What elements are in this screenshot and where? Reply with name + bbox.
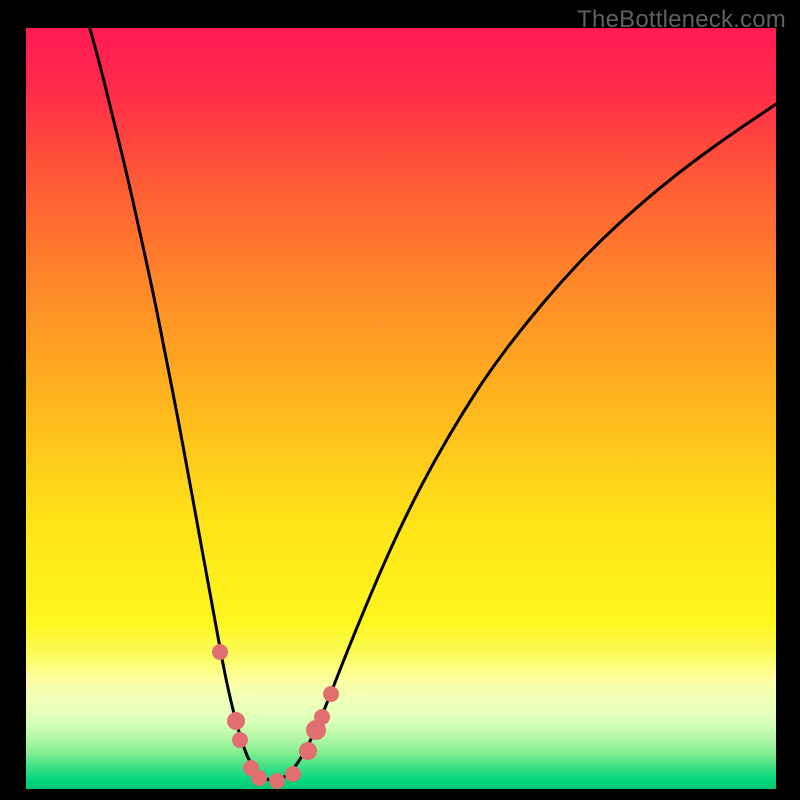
curve-left — [90, 28, 274, 781]
marker-dot — [232, 732, 248, 748]
marker-dot — [227, 712, 245, 730]
marker-dot — [299, 742, 317, 760]
watermark-text: TheBottleneck.com — [577, 6, 786, 34]
marker-dot — [212, 644, 228, 660]
curve-right — [274, 104, 777, 781]
plot-area — [26, 28, 776, 789]
marker-dot — [314, 709, 330, 725]
marker-dot — [285, 766, 301, 782]
marker-dot — [323, 686, 339, 702]
marker-dot — [269, 773, 285, 789]
bottleneck-curve — [26, 28, 776, 789]
marker-dot — [251, 770, 267, 786]
